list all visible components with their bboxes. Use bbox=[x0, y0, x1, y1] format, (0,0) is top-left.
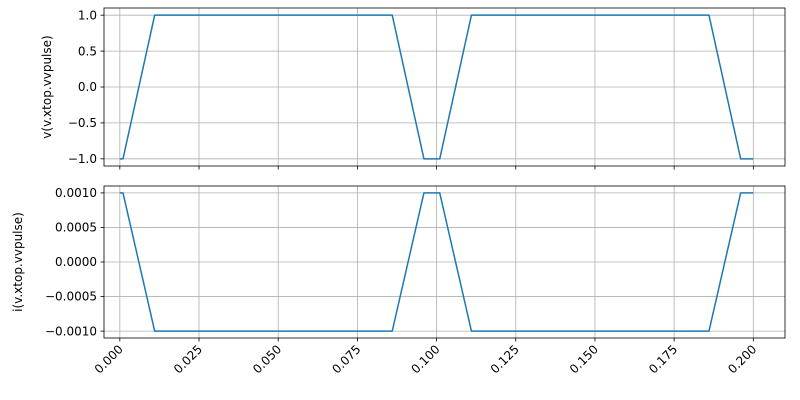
x-tick-label: 0.175 bbox=[646, 342, 680, 376]
panel-1: −1.0 −0.5 0.0 0.5 1.0 v(v.xtop.vvpulse) bbox=[40, 7, 786, 170]
axes-frame bbox=[103, 7, 786, 167]
y-tick-label: 0.5 bbox=[78, 44, 97, 58]
x-tick-label: 0.050 bbox=[250, 342, 284, 376]
series-line bbox=[119, 192, 754, 332]
x-tick-label: 0.100 bbox=[409, 342, 443, 376]
y-tick-label: 0.0010 bbox=[55, 186, 97, 200]
x-tick-label: 0.200 bbox=[725, 342, 759, 376]
y-axis-label: i(v.xtop.vvpulse) bbox=[11, 212, 25, 312]
y-tick-label: 0.0000 bbox=[55, 255, 97, 269]
y-tick-label: −0.0010 bbox=[45, 324, 97, 338]
x-tick-label: 0.150 bbox=[567, 342, 601, 376]
panel-2: −0.0010 −0.0005 0.0000 0.0005 0.0010 i(v.xtop… bbox=[11, 185, 786, 376]
y-axis-label: v(v.xtop.vvpulse) bbox=[40, 35, 54, 138]
y-tick-label: −0.5 bbox=[68, 116, 97, 130]
y-tick-label: 0.0005 bbox=[55, 221, 97, 235]
x-tick-label: 0.025 bbox=[171, 342, 205, 376]
x-tick-label: 0.075 bbox=[329, 342, 363, 376]
axes-frame bbox=[103, 185, 786, 339]
x-tick-label: 0.125 bbox=[488, 342, 522, 376]
y-tick-label: 1.0 bbox=[78, 8, 97, 22]
y-tick-label: −0.0005 bbox=[45, 290, 97, 304]
x-tick-label: 0.000 bbox=[92, 342, 126, 376]
y-tick-label: −1.0 bbox=[68, 152, 97, 166]
y-tick-label: 0.0 bbox=[78, 80, 97, 94]
series-line bbox=[119, 14, 754, 160]
